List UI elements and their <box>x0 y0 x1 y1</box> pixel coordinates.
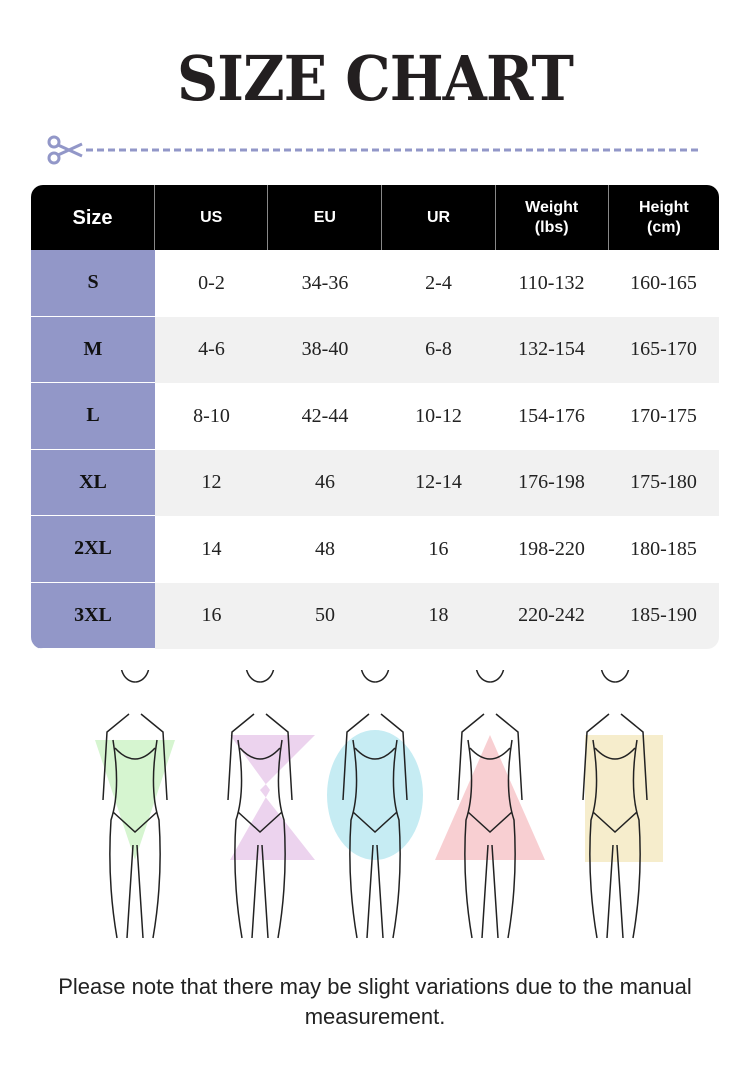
hourglass-shape <box>230 735 315 860</box>
table-cell: 0-2 <box>198 271 225 294</box>
table-row: S 0-2 34-36 2-4 110-132 160-165 <box>31 250 719 317</box>
figure-hourglass <box>227 670 315 939</box>
table-cell: 180-185 <box>630 537 697 560</box>
table-cell: 16 <box>201 604 222 627</box>
scissors-icon <box>47 135 83 165</box>
table-row: 2XL 14 48 16 198-220 180-185 <box>31 516 719 583</box>
figure-oval <box>327 670 423 939</box>
column-header: EU <box>268 185 383 250</box>
size-label: S <box>31 250 155 317</box>
table-header: Size US EU UR Weight (lbs) Height (cm) <box>31 185 719 250</box>
column-header: US <box>155 185 269 250</box>
table-cell: 176-198 <box>518 471 585 494</box>
size-label: M <box>31 316 155 383</box>
cut-line <box>47 135 702 165</box>
woman-figure <box>227 670 293 939</box>
table-cell: 8-10 <box>193 404 230 427</box>
table-row: M 4-6 38-40 6-8 132-154 165-170 <box>31 316 719 383</box>
triangle-shape <box>435 735 545 860</box>
table-cell: 34-36 <box>301 271 349 294</box>
column-header: Height (cm) <box>638 198 689 236</box>
table-cell: 42-44 <box>301 404 349 427</box>
size-label: L <box>31 383 155 450</box>
table-cell: 6-8 <box>425 338 452 361</box>
inverted-triangle-shape <box>95 740 175 860</box>
table-cell: 132-154 <box>518 338 585 361</box>
table-cell: 18 <box>428 604 449 627</box>
table-cell: 185-190 <box>630 604 697 627</box>
column-header: Size <box>31 185 156 250</box>
woman-figure <box>342 670 408 939</box>
table-cell: 10-12 <box>415 404 462 427</box>
table-cell: 46 <box>315 471 335 494</box>
body-shapes-illustration <box>95 670 663 939</box>
table-cell: 12 <box>201 471 222 494</box>
table-cell: 165-170 <box>630 338 697 361</box>
table-cell: 38-40 <box>301 338 349 361</box>
table-cell: 154-176 <box>518 404 585 427</box>
size-label: XL <box>31 449 155 516</box>
column-header: UR <box>382 185 496 250</box>
measurement-note: Please note that there may be slight var… <box>58 974 692 1029</box>
table-row: L 8-10 42-44 10-12 154-176 170-175 <box>31 383 719 450</box>
figure-rectangle <box>582 670 663 939</box>
table-cell: 50 <box>315 604 335 627</box>
figure-inverted-triangle <box>95 670 175 939</box>
table-cell: 170-175 <box>630 404 697 427</box>
table-cell: 198-220 <box>518 537 585 560</box>
oval-shape <box>327 730 423 860</box>
size-table: Size US EU UR Weight (lbs) Height (cm) S 0-2 34… <box>31 185 719 649</box>
table-cell: 4-6 <box>198 338 225 361</box>
table-cell: 220-242 <box>518 604 585 627</box>
table-cell: 14 <box>201 537 222 560</box>
size-label: 2XL <box>31 516 155 583</box>
figure-triangle <box>435 670 545 939</box>
table-cell: 12-14 <box>415 471 462 494</box>
woman-figure <box>457 670 523 939</box>
table-row: 3XL 16 50 18 220-242 185-190 <box>31 582 719 649</box>
size-label: 3XL <box>31 582 155 649</box>
table-cell: 160-165 <box>630 271 697 294</box>
woman-figure <box>102 670 168 939</box>
woman-figure <box>582 670 648 939</box>
table-cell: 2-4 <box>425 271 452 294</box>
table-cell: 175-180 <box>630 471 697 494</box>
page-title: SIZE CHART <box>176 42 574 115</box>
rectangle-shape <box>585 735 663 862</box>
table-cell: 110-132 <box>518 271 585 294</box>
table-cell: 16 <box>428 537 449 560</box>
column-header: Weight (lbs) <box>496 185 609 250</box>
table-row: XL 12 46 12-14 176-198 175-180 <box>31 449 719 516</box>
table-cell: 48 <box>315 537 335 560</box>
